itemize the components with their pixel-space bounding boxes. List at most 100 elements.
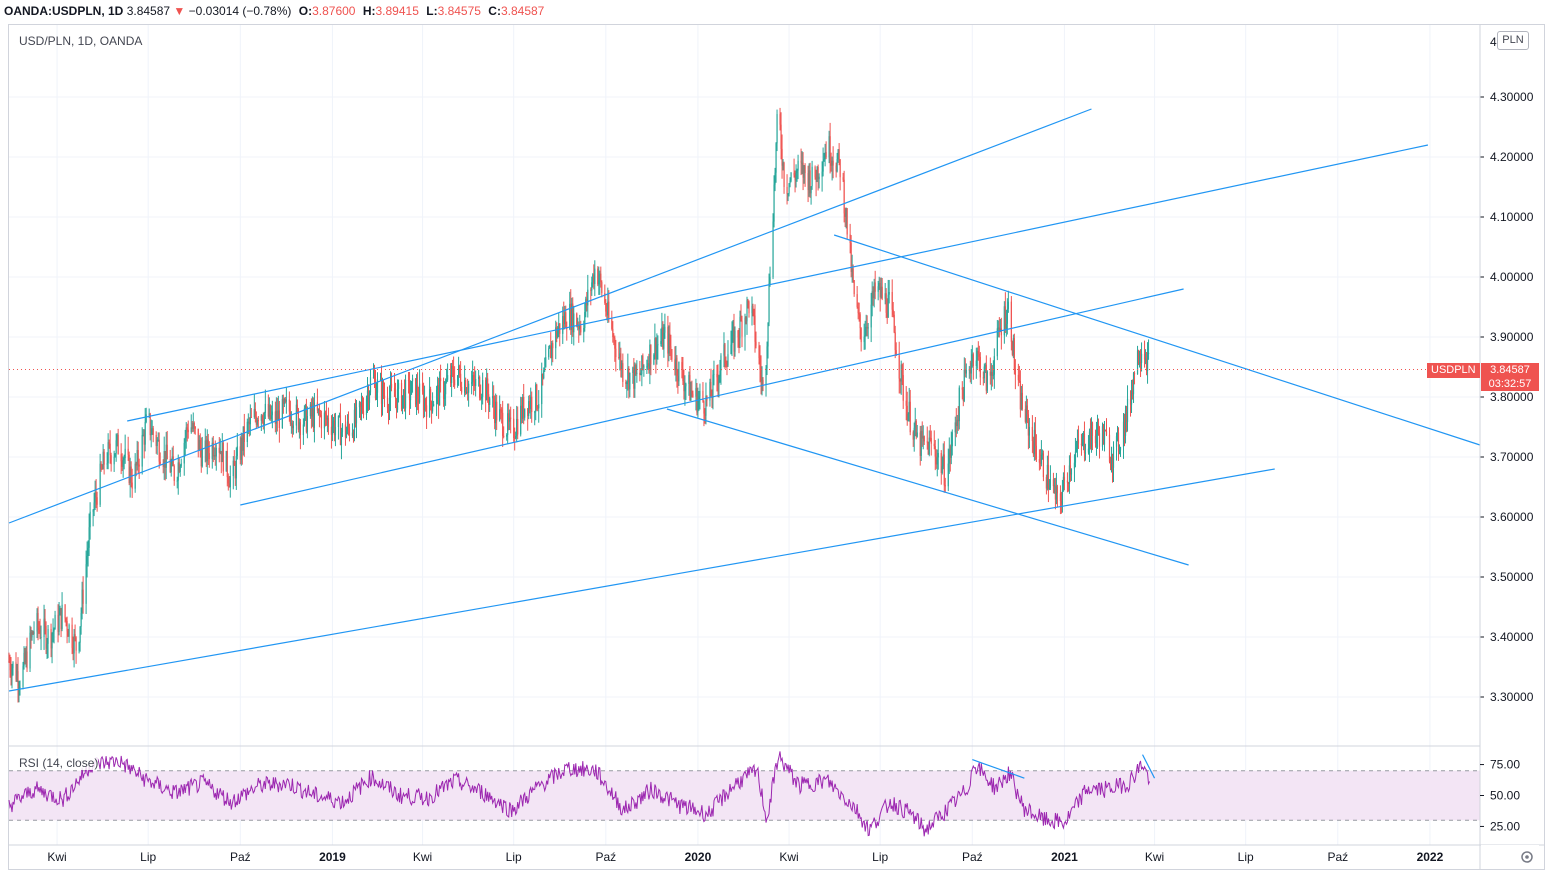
candle-body: [923, 436, 925, 442]
candle-body: [291, 423, 293, 429]
candle-body: [584, 312, 586, 328]
candle-body: [719, 370, 721, 377]
candle-body: [926, 441, 928, 443]
candle-body: [71, 624, 73, 648]
candle-body: [640, 374, 642, 376]
candle-body: [517, 418, 519, 435]
candle-body: [487, 378, 489, 395]
candle-body: [800, 160, 802, 163]
candle-body: [909, 401, 911, 433]
candle-body: [348, 427, 351, 436]
candle-body: [421, 383, 424, 392]
candle-body: [1076, 439, 1079, 449]
candle-body: [1019, 381, 1021, 410]
chart-legend[interactable]: USD/PLN, 1D, OANDA: [19, 34, 143, 48]
x-tick-label: Paź: [962, 850, 983, 864]
candle-body: [989, 371, 991, 376]
settings-gear-icon[interactable]: [1481, 845, 1539, 869]
candle-body: [564, 312, 566, 325]
x-tick-label: Paź: [1327, 850, 1348, 864]
candle-body: [204, 440, 206, 449]
candle-body: [758, 345, 760, 359]
candle-body: [94, 492, 96, 503]
candle-body: [88, 527, 90, 548]
trendline: [666, 408, 1189, 566]
x-tick-label: 2022: [1417, 850, 1444, 864]
candle-body: [198, 439, 200, 451]
candle-body: [416, 385, 419, 399]
candle-body: [442, 381, 445, 400]
candle-body: [17, 671, 19, 688]
candle-body: [808, 170, 810, 191]
trendline: [127, 144, 1429, 422]
candle-body: [100, 463, 102, 469]
candle-body: [1136, 350, 1139, 375]
candle-body: [1060, 500, 1063, 505]
candle-body: [507, 413, 509, 435]
trendlines[interactable]: [8, 108, 1481, 692]
candle-body: [123, 458, 125, 460]
candle-body: [625, 381, 627, 385]
candle-body: [338, 415, 341, 417]
candle-body: [446, 375, 449, 380]
candle-body: [219, 451, 221, 453]
candle-body: [600, 273, 602, 283]
candle-body: [998, 327, 1000, 332]
currency-unit-button[interactable]: PLN: [1497, 31, 1529, 50]
candle-body: [838, 149, 840, 160]
candle-body: [1132, 373, 1135, 395]
candle-body: [115, 440, 117, 454]
candle-body: [31, 631, 33, 638]
candle-body: [739, 316, 741, 339]
candle-body: [283, 399, 285, 404]
candle-body: [15, 662, 17, 680]
candle-body: [500, 409, 502, 411]
candle-body: [677, 375, 679, 382]
candle-body: [81, 589, 83, 614]
candle-body: [102, 451, 104, 470]
candle-body: [257, 420, 259, 422]
candle-body: [432, 403, 435, 407]
candle-body: [143, 434, 145, 445]
candle-body: [150, 434, 152, 436]
candle-body: [333, 420, 336, 436]
candle-body: [622, 363, 624, 382]
bar-countdown: 03:32:57: [1488, 378, 1532, 390]
rsi-legend[interactable]: RSI (14, close): [19, 756, 99, 770]
symbol-name[interactable]: OANDA:USDPLN, 1D: [4, 4, 124, 18]
candle-body: [53, 629, 55, 632]
candle-body: [801, 162, 803, 164]
candle-body: [179, 466, 181, 472]
candle-body: [317, 408, 320, 411]
candle-body: [197, 428, 199, 451]
candle-body: [457, 375, 459, 386]
candle-body: [730, 344, 732, 355]
candle-body: [23, 652, 25, 667]
candle-body: [295, 404, 297, 426]
candle-body: [173, 466, 175, 481]
rsi-tick-label: 25.00: [1490, 819, 1520, 833]
candle-body: [779, 114, 781, 125]
candle-body: [332, 420, 335, 427]
candle-body: [159, 461, 161, 464]
candle-body: [177, 462, 179, 481]
candle-body: [590, 289, 592, 291]
candle-body: [458, 365, 460, 376]
candle-body: [597, 268, 599, 285]
chart-container[interactable]: [8, 24, 1545, 870]
candle-body: [775, 143, 777, 173]
candle-body: [394, 396, 397, 399]
candle-body: [383, 395, 386, 398]
candle-body: [520, 405, 522, 435]
candle-body: [50, 629, 52, 649]
candle-body: [649, 344, 651, 371]
candle-body: [817, 166, 819, 180]
candle-body: [601, 282, 603, 294]
candle-body: [951, 432, 953, 447]
candle-body: [488, 394, 490, 405]
candle-body: [221, 442, 223, 462]
candle-body: [550, 345, 552, 359]
candle-body: [873, 282, 875, 299]
candle-body: [255, 416, 257, 425]
